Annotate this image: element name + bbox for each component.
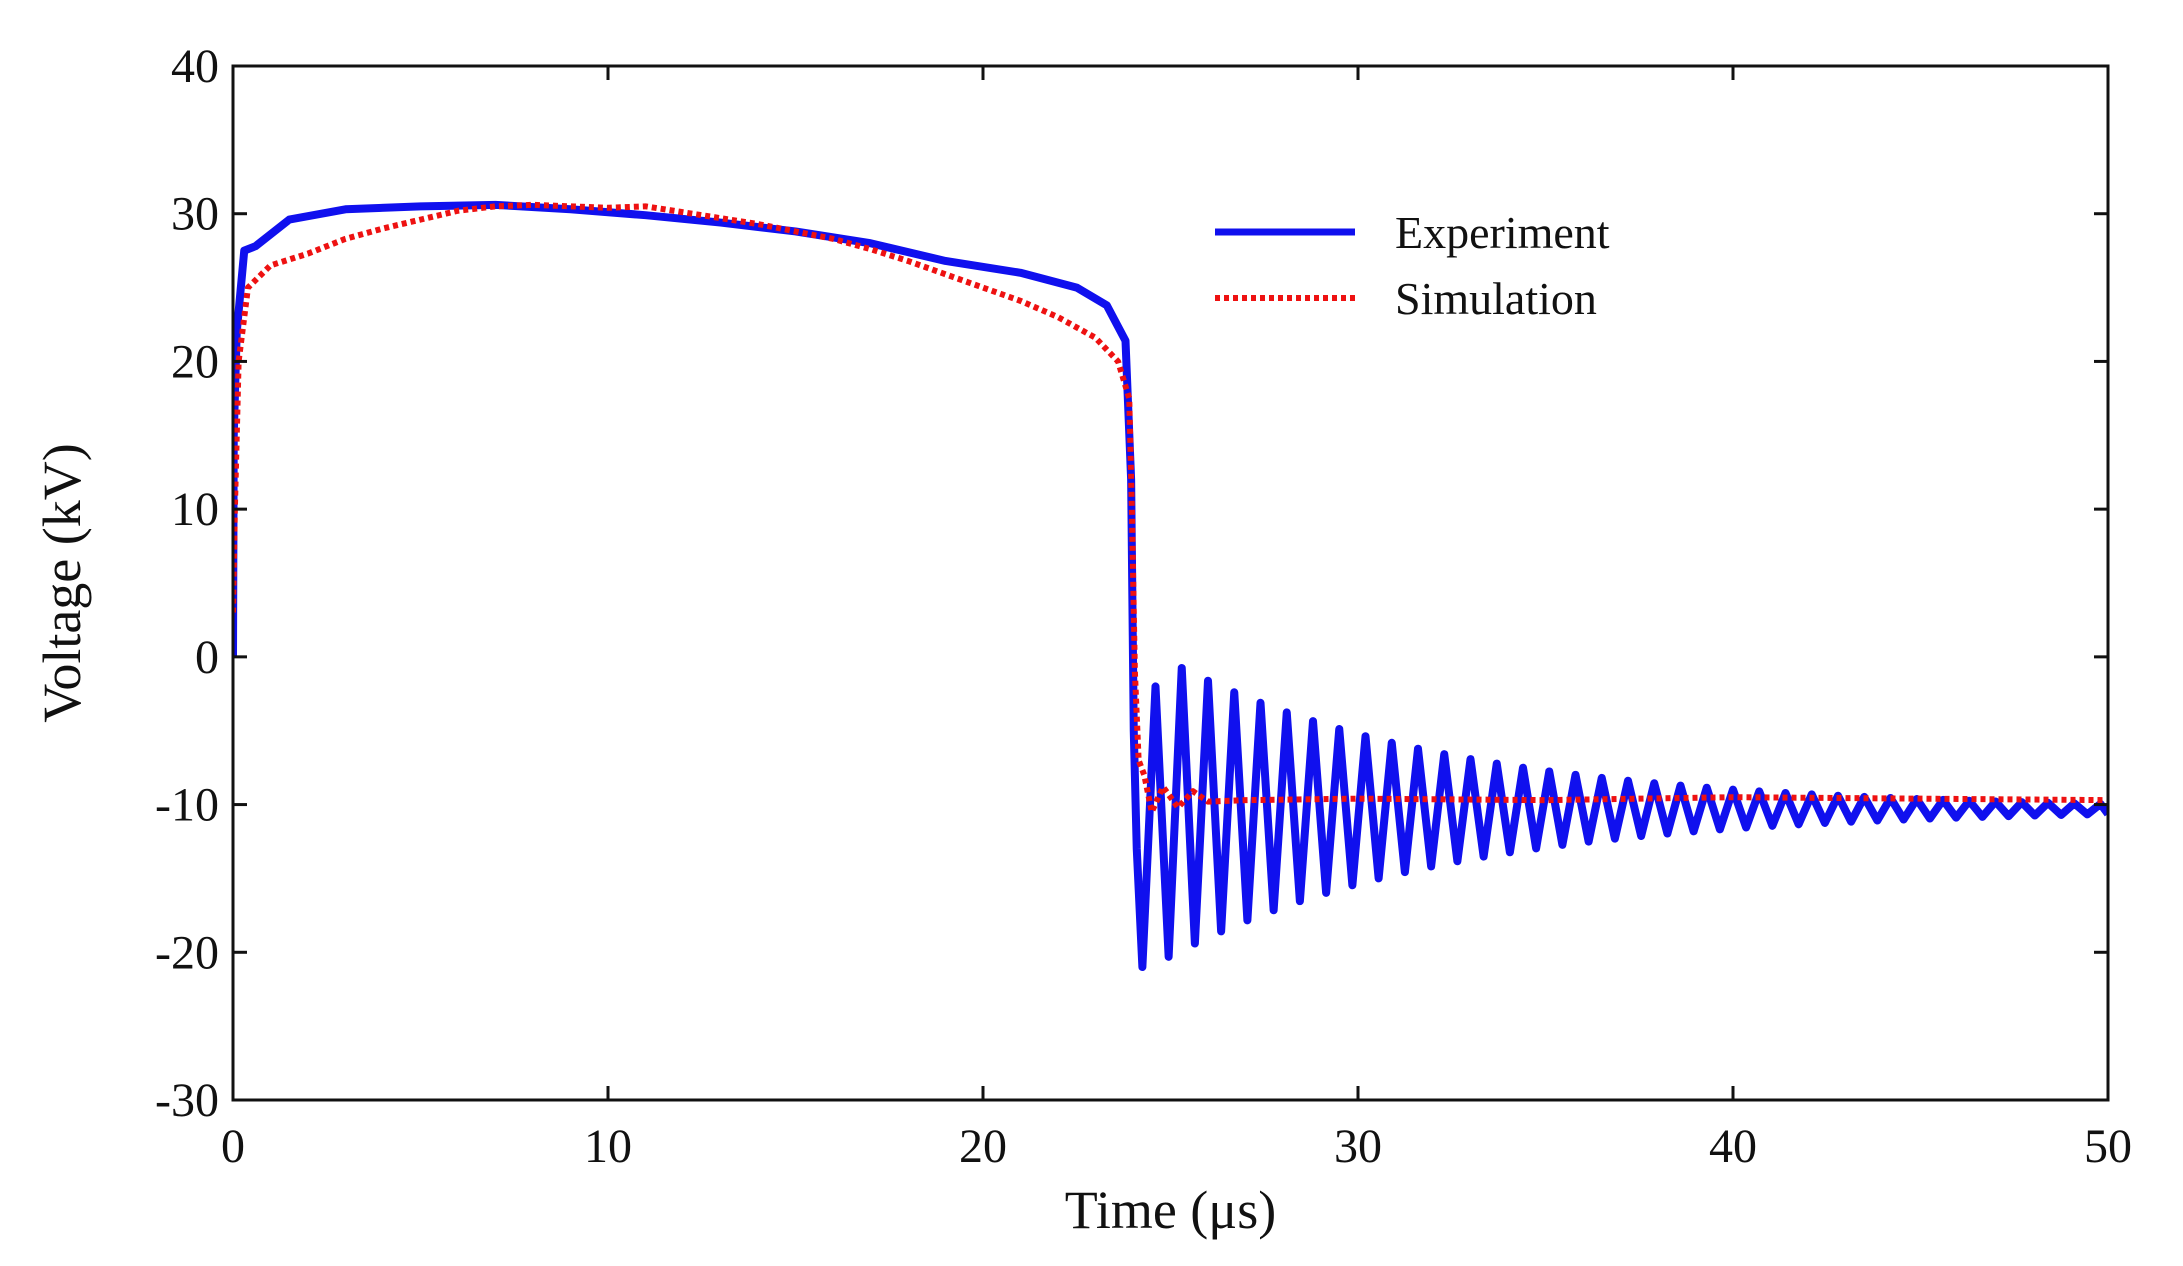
y-tick-label: -20 bbox=[155, 926, 219, 979]
legend-label-experiment: Experiment bbox=[1395, 207, 1610, 258]
y-tick-label: -10 bbox=[155, 779, 219, 832]
y-tick-label: 40 bbox=[171, 40, 219, 93]
plot-frame bbox=[231, 64, 2110, 1102]
x-tick-label: 50 bbox=[2084, 1120, 2132, 1173]
tick-labels: 0 10 20 30 40 50 -30 -20 -10 0 10 20 30 40 bbox=[155, 40, 2132, 1173]
ticks-layer bbox=[231, 64, 2110, 1102]
x-tick-label: 40 bbox=[1709, 1120, 1757, 1173]
legend: Experiment Simulation bbox=[1215, 207, 1610, 324]
y-tick-label: 20 bbox=[171, 335, 219, 388]
y-tick-label: -30 bbox=[155, 1074, 219, 1127]
y-tick-label: 0 bbox=[195, 631, 219, 684]
y-tick-label: 30 bbox=[171, 188, 219, 241]
x-tick-label: 20 bbox=[959, 1120, 1007, 1173]
series-layer bbox=[233, 200, 2108, 972]
x-axis-title: Time (μs) bbox=[1065, 1180, 1277, 1240]
series-line-simulation bbox=[233, 201, 2108, 815]
x-tick-label: 30 bbox=[1334, 1120, 1382, 1173]
x-tick-label: 10 bbox=[584, 1120, 632, 1173]
y-tick-label: 10 bbox=[171, 483, 219, 536]
x-tick-label: 0 bbox=[221, 1120, 245, 1173]
series-line-experiment bbox=[233, 200, 2108, 972]
legend-label-simulation: Simulation bbox=[1395, 273, 1597, 324]
y-axis-title: Voltage (kV) bbox=[32, 443, 92, 722]
